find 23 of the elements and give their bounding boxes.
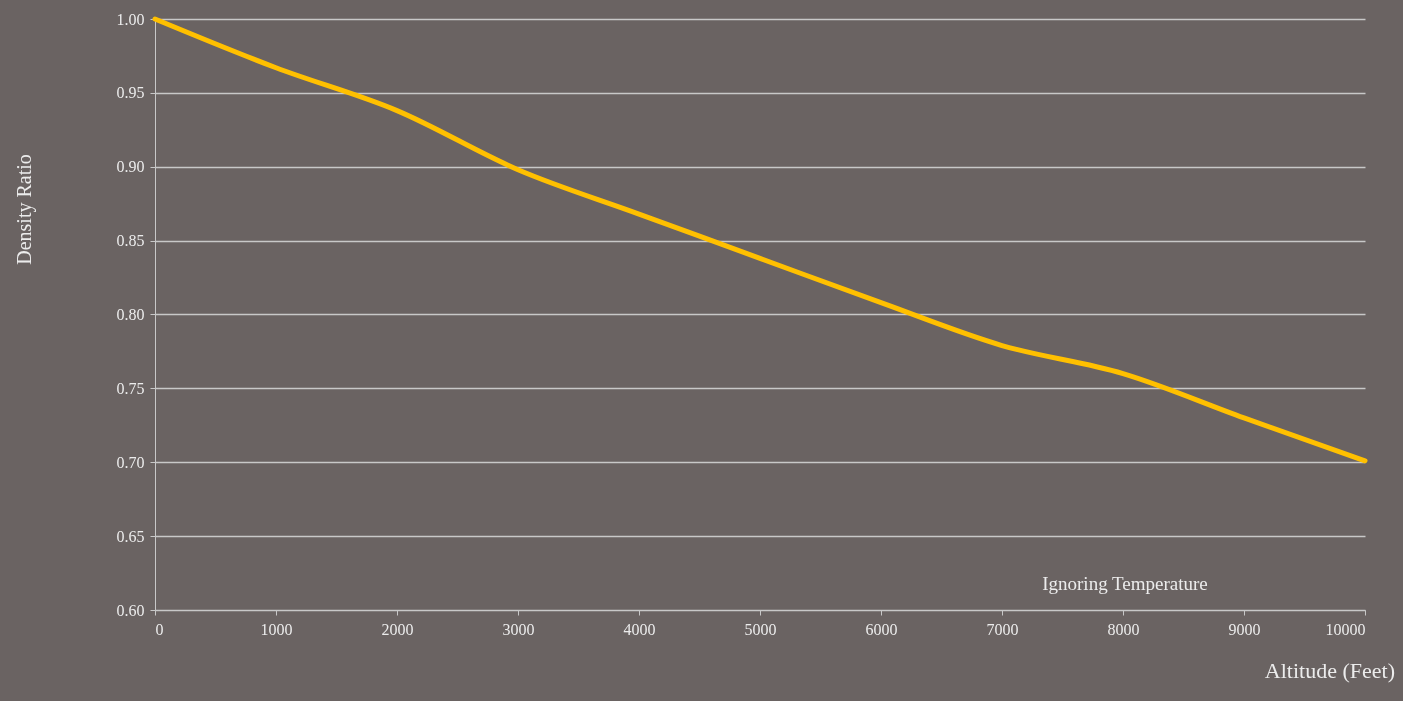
x-tick-label: 1000 (260, 620, 293, 638)
y-axis-title: Density Ratio (13, 154, 36, 265)
x-tick-label: 6000 (865, 620, 898, 638)
y-tick-label: 0.75 (116, 379, 145, 397)
x-tick-label: 4000 (623, 620, 656, 638)
x-tick-label: 2000 (381, 620, 414, 638)
y-tick-label: 0.65 (116, 527, 145, 545)
y-tick-label: 0.95 (116, 84, 145, 102)
x-tick-label: 7000 (986, 620, 1019, 638)
x-tick-label: 5000 (744, 620, 777, 638)
x-tick-label: 10000 (1325, 620, 1366, 638)
annotation: Ignoring Temperature (1042, 573, 1208, 594)
y-tick-label: 0.85 (116, 232, 145, 250)
y-tick-label: 0.80 (116, 306, 145, 323)
x-tick-label: 9000 (1228, 620, 1261, 638)
x-axis-title: Altitude (Feet) (1264, 658, 1395, 683)
y-tick-label: 0.90 (116, 158, 145, 176)
y-tick-label: 1.00 (116, 10, 145, 28)
x-tick-label: 3000 (502, 620, 535, 638)
y-tick-label: 0.70 (116, 453, 145, 471)
x-tick-label: 8000 (1107, 620, 1140, 638)
x-tick-label: 0 (155, 620, 164, 638)
y-tick-label: 0.60 (116, 601, 145, 619)
